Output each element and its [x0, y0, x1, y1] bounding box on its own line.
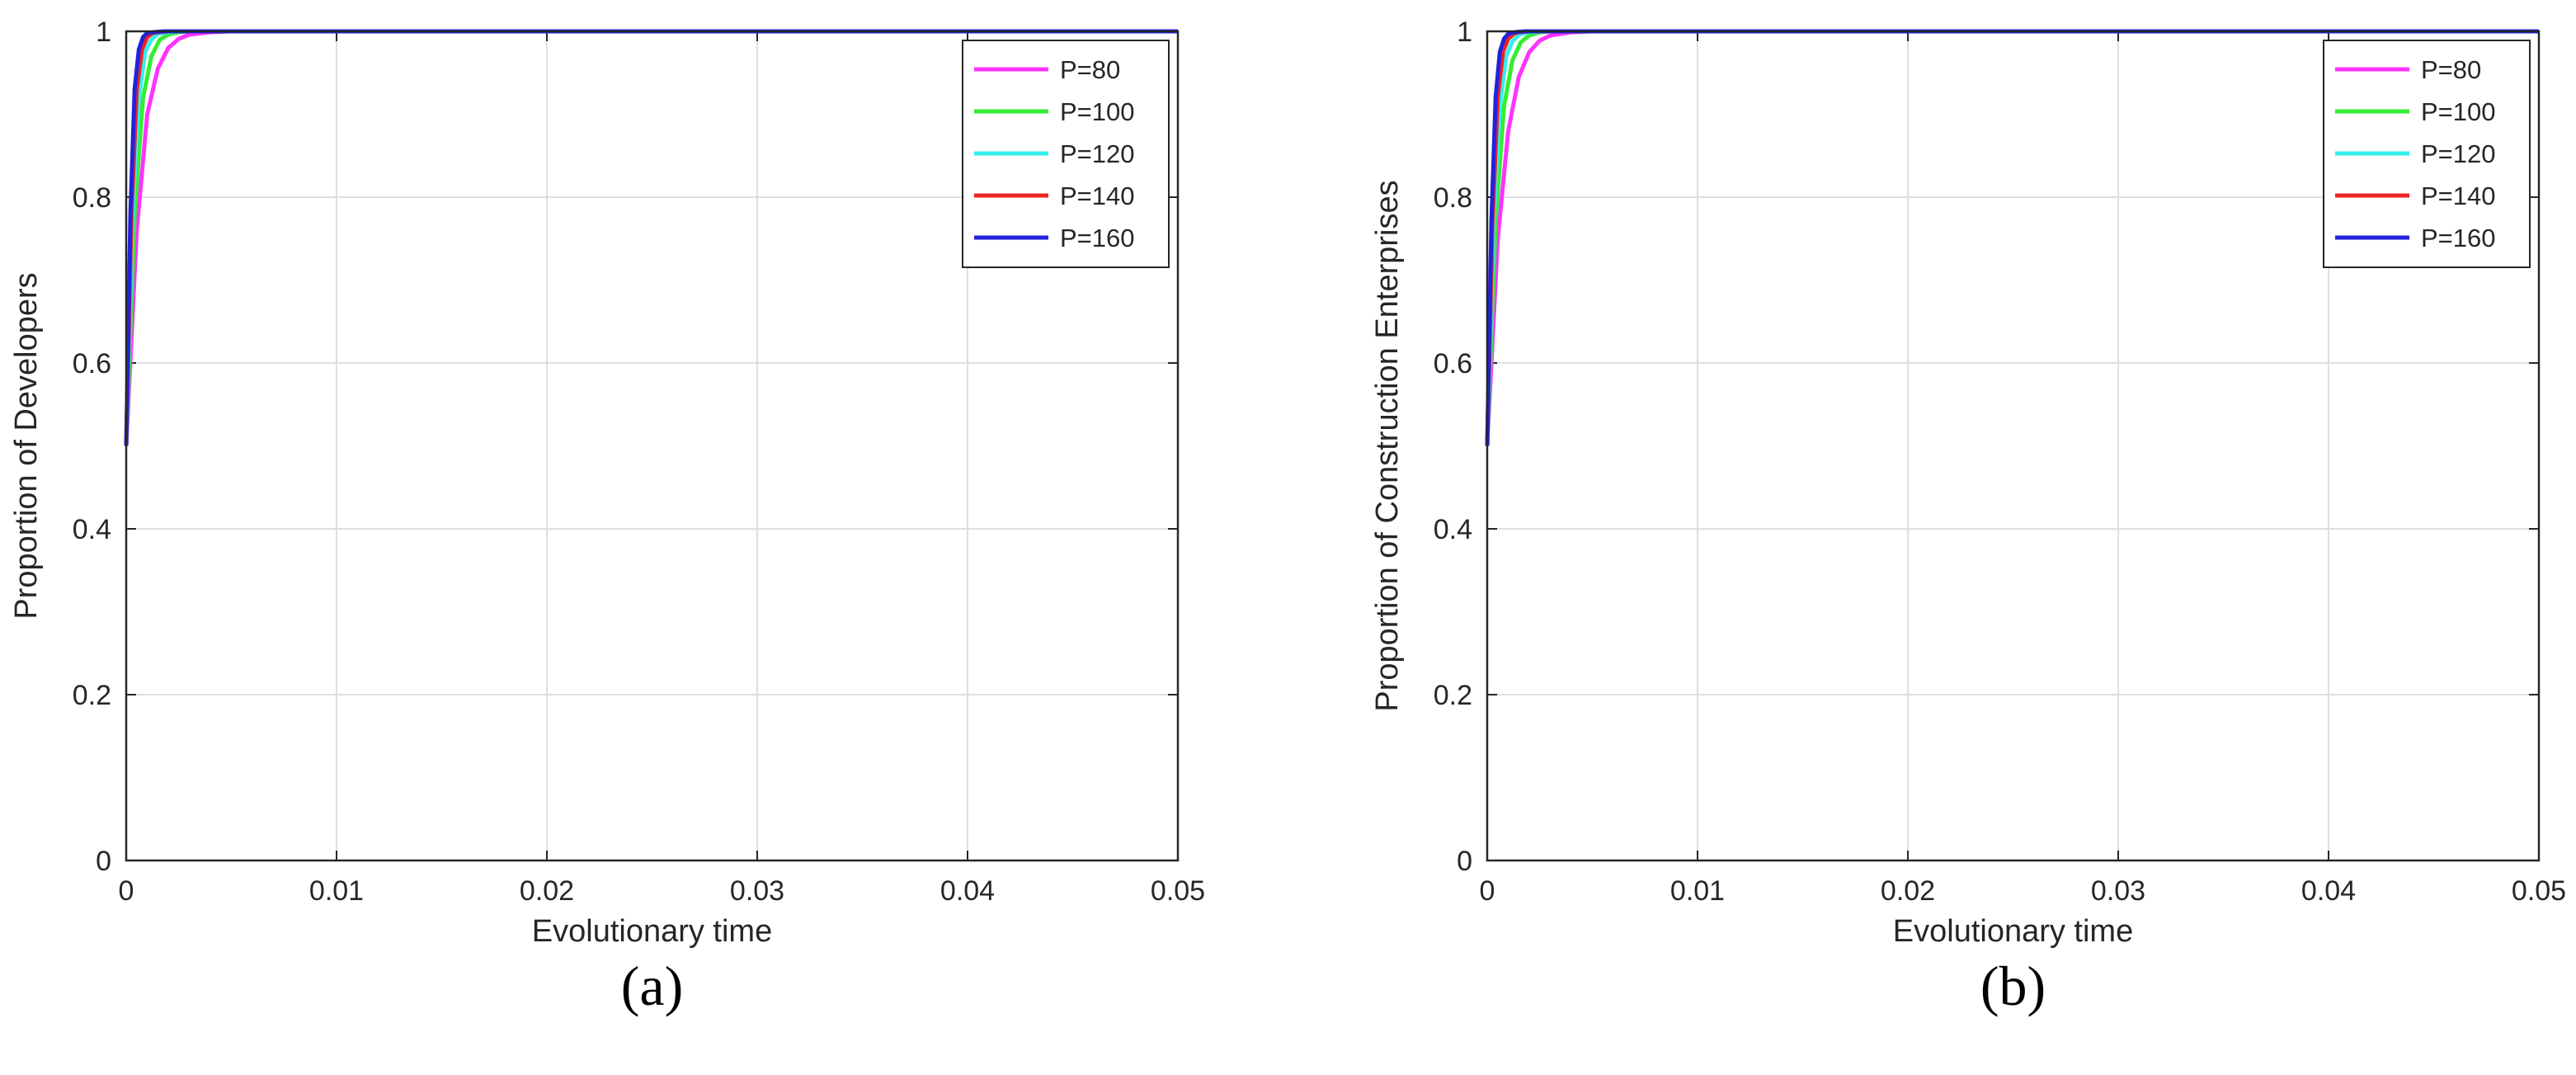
x-axis-label: Evolutionary time [532, 914, 772, 949]
x-tick-label: 0.04 [940, 875, 995, 907]
legend-label: P=160 [1060, 224, 1135, 252]
legend-label: P=120 [2421, 139, 2496, 168]
y-tick-label: 1 [1457, 17, 1472, 48]
x-tick-label: 0.01 [309, 875, 364, 907]
x-tick-label: 0.05 [2512, 875, 2566, 907]
x-tick-label: 0.02 [1881, 875, 1935, 907]
legend-label: P=80 [1060, 55, 1120, 84]
y-tick-label: 0.8 [73, 182, 111, 214]
x-axis-label: Evolutionary time [1893, 914, 2133, 949]
x-tick-label: 0.04 [2301, 875, 2356, 907]
legend-label: P=140 [2421, 182, 2496, 210]
x-tick-label: 0.03 [730, 875, 784, 907]
x-tick-label: 0.03 [2091, 875, 2145, 907]
legend-label: P=160 [2421, 224, 2496, 252]
y-tick-label: 0.2 [1434, 680, 1472, 711]
y-tick-label: 0 [1457, 846, 1472, 877]
legend-label: P=100 [1060, 97, 1135, 126]
y-axis-label: Proportion of Construction Enterprises [1370, 180, 1405, 711]
panel-label: (a) [621, 955, 683, 1017]
y-tick-label: 0.6 [73, 348, 111, 380]
y-tick-label: 0.4 [1434, 514, 1472, 545]
y-tick-label: 0.2 [73, 680, 111, 711]
y-tick-label: 0.8 [1434, 182, 1472, 214]
legend-label: P=140 [1060, 182, 1135, 210]
panel-label: (b) [1980, 955, 2046, 1017]
legend-label: P=120 [1060, 139, 1135, 168]
panel-b: 0 0.01 0.02 0.03 0.04 0.05 0 0.2 0.4 0.6 0.8 1 Evolu… [1370, 17, 2566, 1017]
x-tick-label: 0 [119, 875, 134, 907]
x-tick-label: 0.05 [1151, 875, 1205, 907]
y-axis-label: Proportion of Developers [9, 272, 44, 619]
legend-label: P=100 [2421, 97, 2496, 126]
legend-label: P=80 [2421, 55, 2481, 84]
axes-box [125, 30, 1180, 862]
y-tick-label: 0 [96, 846, 111, 877]
x-tick-label: 0.02 [520, 875, 574, 907]
y-tick-label: 0.4 [73, 514, 111, 545]
y-tick-label: 1 [96, 17, 111, 48]
axes-box [1486, 30, 2541, 862]
x-tick-label: 0.01 [1670, 875, 1725, 907]
x-tick-label: 0 [1480, 875, 1495, 907]
y-tick-label: 0.6 [1434, 348, 1472, 380]
panel-a: 0 0.01 0.02 0.03 0.04 0.05 0 0.2 0.4 0.6 0.8 1 Evolu… [9, 17, 1205, 1017]
